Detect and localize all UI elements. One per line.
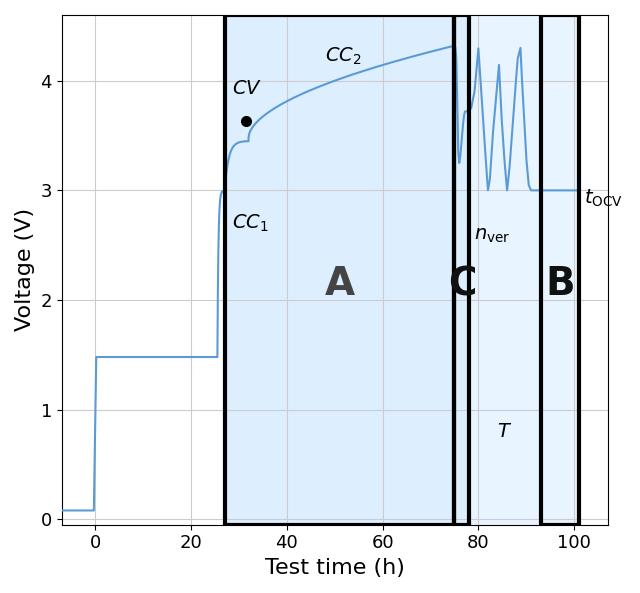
Text: $n_{\rm ver}$: $n_{\rm ver}$ [474, 226, 510, 245]
Y-axis label: Voltage (V): Voltage (V) [15, 208, 35, 331]
Bar [541, 15, 579, 525]
Bar [225, 15, 454, 525]
X-axis label: Test time (h): Test time (h) [265, 558, 404, 578]
Text: $\mathbf{B}$: $\mathbf{B}$ [545, 264, 574, 302]
Text: $\mathbf{C}$: $\mathbf{C}$ [447, 264, 476, 302]
Bar [454, 15, 468, 525]
Bar [454, 15, 468, 525]
Bar [541, 15, 579, 525]
Text: $\mathbf{A}$: $\mathbf{A}$ [324, 264, 355, 302]
Text: $CV$: $CV$ [232, 79, 262, 98]
Bar [468, 15, 541, 525]
Bar [225, 15, 454, 525]
Text: $T$: $T$ [497, 422, 512, 441]
Text: $CC_1$: $CC_1$ [232, 213, 268, 234]
Text: $t_{\rm OCV}$: $t_{\rm OCV}$ [584, 187, 623, 209]
Text: $CC_2$: $CC_2$ [325, 46, 362, 68]
